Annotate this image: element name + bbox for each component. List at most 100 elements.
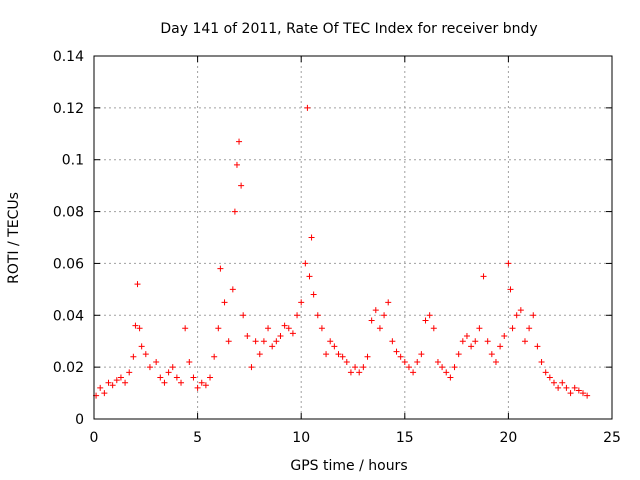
x-tick-label: 5: [193, 430, 202, 446]
data-point: [447, 374, 454, 381]
data-point: [567, 390, 574, 397]
data-point: [215, 325, 222, 332]
y-tick-label: 0.06: [53, 256, 84, 272]
data-point: [538, 358, 545, 365]
data-point: [397, 353, 404, 360]
data-point: [426, 312, 433, 319]
data-point: [142, 351, 149, 358]
x-tick-label: 20: [499, 430, 517, 446]
data-point: [534, 343, 541, 350]
data-point: [302, 260, 309, 267]
data-point: [476, 325, 483, 332]
data-points: [93, 104, 591, 399]
data-point: [385, 299, 392, 306]
data-point: [347, 369, 354, 376]
data-point: [459, 338, 466, 345]
data-point: [217, 265, 224, 272]
data-point: [169, 364, 176, 371]
y-tick-label: 0.14: [53, 49, 84, 65]
data-point: [173, 374, 180, 381]
data-point: [161, 379, 168, 386]
data-point: [277, 333, 284, 340]
x-tick-label: 10: [292, 430, 310, 446]
data-point: [289, 330, 296, 337]
data-point: [360, 364, 367, 371]
data-point: [136, 325, 143, 332]
data-point: [513, 312, 520, 319]
data-point: [521, 338, 528, 345]
data-point: [389, 338, 396, 345]
data-point: [269, 343, 276, 350]
data-point: [517, 307, 524, 314]
data-point: [138, 343, 145, 350]
data-point: [372, 307, 379, 314]
data-point: [97, 384, 104, 391]
data-point: [463, 333, 470, 340]
data-point: [122, 379, 129, 386]
data-point: [422, 317, 429, 324]
data-point: [238, 182, 245, 189]
data-point: [109, 382, 116, 389]
data-point: [294, 312, 301, 319]
y-tick-label: 0.08: [53, 205, 84, 221]
data-point: [468, 343, 475, 350]
y-tick-label: 0.1: [62, 153, 84, 169]
data-point: [306, 273, 313, 280]
data-point: [530, 312, 537, 319]
data-point: [304, 104, 311, 111]
data-point: [550, 379, 557, 386]
data-point: [509, 325, 516, 332]
axis-ticks: 0 5 10 15 20 25 0 0.02 0.04 0.06 0.08 0.1 0.12 0.14: [53, 49, 621, 446]
data-point: [575, 387, 582, 394]
data-point: [559, 379, 566, 386]
data-point: [231, 208, 238, 215]
data-point: [146, 364, 153, 371]
data-point: [443, 369, 450, 376]
data-point: [298, 299, 305, 306]
data-point: [405, 364, 412, 371]
chart-title: Day 141 of 2011, Rate Of TEC Index for r…: [160, 21, 537, 37]
data-point: [579, 390, 586, 397]
data-point: [584, 392, 591, 399]
data-point: [273, 338, 280, 345]
data-point: [194, 384, 201, 391]
data-point: [439, 364, 446, 371]
x-axis-label: GPS time / hours: [290, 458, 407, 474]
data-point: [343, 358, 350, 365]
data-point: [244, 333, 251, 340]
data-point: [376, 325, 383, 332]
data-point: [236, 138, 243, 145]
data-point: [492, 358, 499, 365]
data-point: [434, 358, 441, 365]
data-point: [281, 322, 288, 329]
data-point: [178, 379, 185, 386]
data-point: [507, 286, 514, 293]
y-tick-label: 0.02: [53, 360, 84, 376]
data-point: [165, 369, 172, 376]
data-point: [571, 384, 578, 391]
data-point: [117, 374, 124, 381]
data-point: [410, 369, 417, 376]
data-point: [430, 325, 437, 332]
data-point: [368, 317, 375, 324]
data-point: [260, 338, 267, 345]
data-point: [339, 353, 346, 360]
data-point: [233, 161, 240, 168]
data-point: [505, 260, 512, 267]
data-point: [310, 291, 317, 298]
data-point: [555, 384, 562, 391]
data-point: [484, 338, 491, 345]
grid: [94, 56, 612, 419]
x-tick-label: 0: [90, 430, 99, 446]
data-point: [134, 281, 141, 288]
data-point: [248, 364, 255, 371]
data-point: [126, 369, 133, 376]
data-point: [526, 325, 533, 332]
data-point: [198, 379, 205, 386]
y-tick-label: 0.04: [53, 308, 84, 324]
data-point: [252, 338, 259, 345]
data-point: [240, 312, 247, 319]
data-point: [130, 353, 137, 360]
